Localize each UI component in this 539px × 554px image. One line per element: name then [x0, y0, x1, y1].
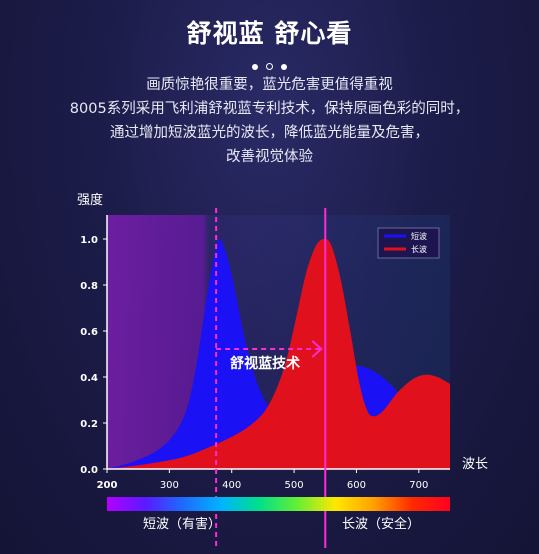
series-area-long-wave — [107, 239, 450, 469]
page-title: 舒视蓝 舒心看 — [186, 19, 353, 48]
tech-annotation: 舒视蓝技术 — [216, 340, 323, 372]
legend-box — [377, 227, 440, 259]
x-tick-label: 700 — [409, 480, 428, 491]
annotation-arrow-head — [311, 340, 323, 358]
x-tick-label: 500 — [285, 480, 304, 491]
description-line-1: 画质惊艳很重要，蓝光危害更值得重视 — [146, 77, 393, 93]
x-tick-label: 600 — [347, 480, 366, 491]
x-tick-label: 400 — [222, 480, 241, 491]
description-line-3: 通过增加短波蓝光的波长，降低蓝光能量及危害， — [110, 125, 429, 141]
annotation-label: 舒视蓝技术 — [230, 355, 300, 372]
y-tick-label: 0.2 — [80, 419, 98, 430]
legend-label-long: 长波 — [411, 244, 427, 254]
pager-dot-2[interactable] — [266, 63, 273, 70]
pager-dot-3[interactable] — [281, 63, 287, 70]
spectrum-left-label: 短波（有害） — [143, 516, 221, 532]
x-tick-label: 300 — [160, 480, 179, 491]
spectrum-right-label: 长波（安全） — [342, 516, 420, 532]
legend: 短波 长波 — [377, 227, 440, 259]
legend-label-short: 短波 — [411, 231, 427, 241]
pager-dot-1[interactable] — [252, 63, 258, 70]
x-axis-label: 波长 — [462, 457, 488, 472]
y-axis-label: 强度 — [77, 192, 103, 208]
description-line-2: 8005系列采用飞利浦舒视蓝专利技术，保持原画色彩的同时， — [69, 101, 470, 117]
y-tick-label: 0.8 — [80, 281, 98, 292]
description-line-4: 改善视觉体验 — [226, 149, 313, 165]
y-tick-label: 0.4 — [80, 373, 98, 384]
y-tick-label: 1.0 — [80, 235, 98, 246]
x-tick-label: 200 — [97, 480, 118, 491]
spectrum-bar — [107, 497, 450, 511]
y-tick-label: 0.6 — [80, 327, 98, 338]
description: 画质惊艳很重要，蓝光危害更值得重视 8005系列采用飞利浦舒视蓝专利技术，保持原… — [0, 73, 539, 169]
y-tick-label: 0.0 — [80, 465, 98, 476]
pager-dots — [0, 56, 539, 75]
